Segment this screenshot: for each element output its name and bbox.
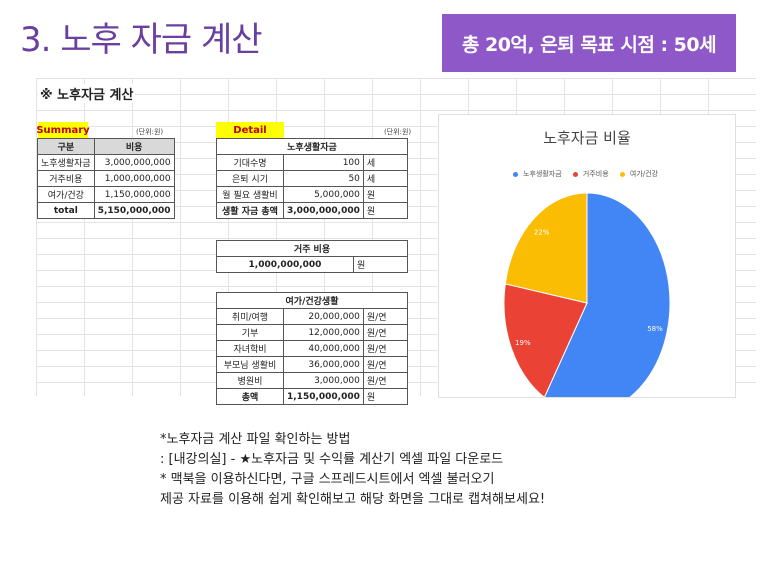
table-row: 1,000,000,000 원 — [216, 256, 408, 273]
table-row: 부모님 생활비 36,000,000 원/연 — [216, 356, 409, 373]
detail-unit: (단위:원) — [384, 128, 412, 136]
pie-chart: 58% 19% 22% — [503, 192, 671, 397]
table-row: 여가/건강 1,150,000,000 — [37, 186, 175, 203]
goal-banner: 총 20억, 은퇴 목표 시점 : 50세 — [442, 14, 736, 72]
table-row: 은퇴 시기 50 세 — [216, 170, 409, 187]
chart-legend: 노후생활자금 거주비용 여가/건강 — [439, 169, 735, 179]
chart-title: 노후자금 비율 — [543, 129, 631, 147]
summary-header-cost: 비용 — [93, 138, 175, 155]
table-row: 거주비용 1,000,000,000 — [37, 170, 175, 187]
summary-header-category: 구분 — [37, 138, 95, 155]
table-row: 월 필요 생활비 5,000,000 원 — [216, 186, 409, 203]
total-row: 생활 자금 총액 3,000,000,000 원 — [216, 202, 409, 219]
slice-label: 22% — [534, 228, 550, 236]
instructions: *노후자금 계산 파일 확인하는 방법 : [내강의실] - ★노후자금 및 수… — [160, 430, 545, 510]
page-title: 3. 노후 자금 계산 — [20, 20, 263, 60]
table-row: 자녀학비 40,000,000 원/연 — [216, 340, 409, 357]
total-row: total 5,150,000,000 — [37, 202, 175, 219]
housing-header: 거주 비용 — [216, 240, 408, 257]
table-row: 노후생활자금 3,000,000,000 — [37, 154, 175, 171]
total-row: 총액 1,150,000,000 원 — [216, 388, 409, 405]
housing-table: 거주 비용 1,000,000,000 원 — [216, 240, 408, 273]
legend-item: 노후생활자금 — [513, 170, 565, 178]
living-table: 노후생활자금 기대수명 100 세 은퇴 시기 50 세 월 필요 생활비 5,… — [216, 138, 409, 219]
note-line: * 맥북을 이용하신다면, 구글 스프레드시트에서 엑셀 불러오기 — [160, 472, 495, 487]
table-row: 기부 12,000,000 원/연 — [216, 324, 409, 341]
leisure-header: 여가/건강생활 — [216, 292, 408, 309]
slice-retirement-living — [543, 192, 671, 397]
legend-item: 거주비용 — [572, 170, 612, 178]
leisure-table: 여가/건강생활 취미/여행 20,000,000 원/연 기부 12,000,0… — [216, 292, 409, 405]
slice-label: 19% — [515, 339, 531, 347]
table-row: 병원비 3,000,000 원/연 — [216, 372, 409, 389]
table-row: 취미/여행 20,000,000 원/연 — [216, 308, 409, 325]
note-line: 제공 자료를 이용해 쉽게 확인해보고 해당 화면을 그대로 캡쳐해보세요! — [160, 492, 546, 507]
living-header: 노후생활자금 — [216, 138, 408, 155]
summary-label: Summary — [36, 122, 90, 138]
table-row: 기대수명 100 세 — [216, 154, 409, 171]
note-line: *노후자금 계산 파일 확인하는 방법 — [160, 432, 351, 447]
detail-label: Detail — [216, 122, 284, 138]
slice-housing — [503, 283, 588, 397]
note-line: : [내강의실] - ★노후자금 및 수익률 계산기 엑셀 파일 다운로드 — [160, 452, 504, 467]
summary-table: 구분 비용 노후생활자금 3,000,000,000 거주비용 1,000,00… — [37, 138, 175, 219]
slice-label: 58% — [647, 325, 663, 333]
slice-leisure-health — [504, 192, 588, 304]
legend-item: 여가/건강 — [619, 170, 661, 178]
pie-chart-panel: 노후자금 비율 노후생활자금 거주비용 여가/건강 58% 19% 22% — [438, 114, 736, 398]
sheet-title: ※ 노후자금 계산 — [38, 84, 136, 103]
summary-unit: (단위:원) — [136, 128, 164, 136]
